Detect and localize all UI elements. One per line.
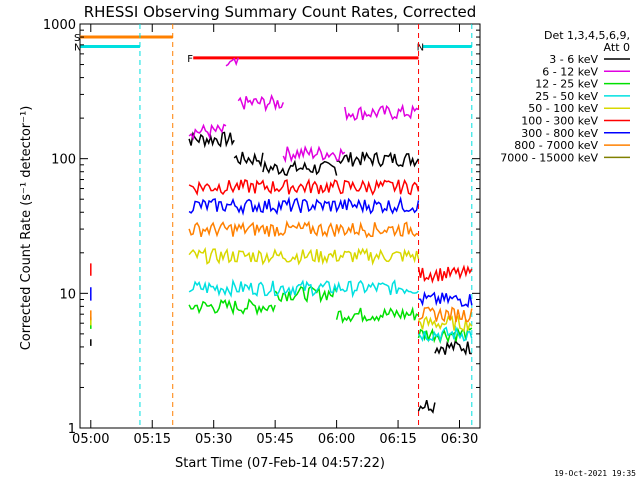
series-segment [225, 57, 240, 67]
series-segment [417, 399, 436, 414]
legend-title: Det 1,3,4,5,6,9, [544, 29, 630, 42]
legend-entry-label: 300 - 800 keV [521, 127, 598, 140]
series-segment [434, 339, 472, 357]
series-segment [274, 284, 338, 304]
legend-entry-label: 7000 - 15000 keV [500, 151, 598, 164]
legend-entry-label: 12 - 25 keV [535, 78, 598, 91]
series-line [90, 195, 473, 309]
x-axis-label: Start Time (07-Feb-14 04:57:22) [175, 456, 385, 471]
series-segment [188, 123, 227, 141]
series-line [188, 57, 419, 164]
series-segment [188, 195, 420, 216]
series-segment [417, 264, 473, 284]
legend-entry-label: 6 - 12 keV [542, 65, 598, 78]
series-segment [344, 103, 419, 122]
x-tick-label: 06:30 [441, 432, 478, 447]
y-tick-label: 10 [59, 287, 76, 302]
y-tick-label: 1 [68, 422, 76, 437]
series-segment [282, 145, 346, 164]
series-segment [188, 298, 276, 316]
legend-entry-label: 3 - 6 keV [549, 53, 598, 66]
flag-label: N [74, 43, 81, 54]
series-segment [417, 325, 473, 344]
y-axis: 1 10 100 1000 [43, 18, 480, 437]
flag-label: N [417, 43, 424, 54]
series-line [90, 219, 473, 323]
series-segment [188, 246, 420, 266]
legend-subtitle: Att 0 [604, 41, 630, 54]
series-segment [188, 219, 419, 239]
series-segment [237, 93, 284, 113]
legend-entry-label: 100 - 300 keV [521, 115, 598, 128]
x-tick-label: 05:15 [134, 432, 171, 447]
legend-entry-label: 800 - 7000 keV [514, 139, 598, 152]
x-axis: 05:00 05:15 05:30 05:45 06:00 06:15 06:30 [72, 24, 478, 447]
flag-label: S [74, 33, 80, 44]
series-line [90, 178, 473, 284]
legend-entry-label: 25 - 50 keV [535, 90, 598, 103]
series-line [90, 131, 472, 414]
x-tick-label: 06:00 [318, 432, 355, 447]
x-tick-label: 05:45 [256, 432, 293, 447]
series-line [90, 284, 473, 344]
y-tick-label: 1000 [43, 18, 76, 33]
plot-area: SN NF [74, 23, 481, 429]
chart-title: RHESSI Observing Summary Count Rates, Co… [84, 3, 477, 21]
x-tick-label: 05:00 [72, 432, 109, 447]
y-tick-label: 100 [51, 153, 76, 168]
series-segment [262, 159, 338, 177]
flag-label: F [187, 54, 193, 65]
series-segment [418, 290, 473, 309]
plot-frame [79, 23, 481, 429]
series-segment [188, 131, 235, 149]
series-segment [417, 315, 473, 333]
series-segment [188, 178, 420, 196]
series-segment [336, 151, 420, 168]
y-axis-label: Corrected Count Rate (s⁻¹ detector⁻¹) [19, 106, 34, 351]
series-segment [418, 306, 473, 323]
series-segment [335, 306, 419, 325]
series-segment [188, 278, 420, 299]
footer-timestamp: 19-Oct-2021 19:35 [554, 469, 636, 478]
series-segment [233, 151, 264, 168]
x-tick-label: 06:15 [379, 432, 416, 447]
series-line [188, 278, 473, 344]
x-tick-label: 05:30 [195, 432, 232, 447]
legend-entry-label: 50 - 100 keV [528, 102, 598, 115]
